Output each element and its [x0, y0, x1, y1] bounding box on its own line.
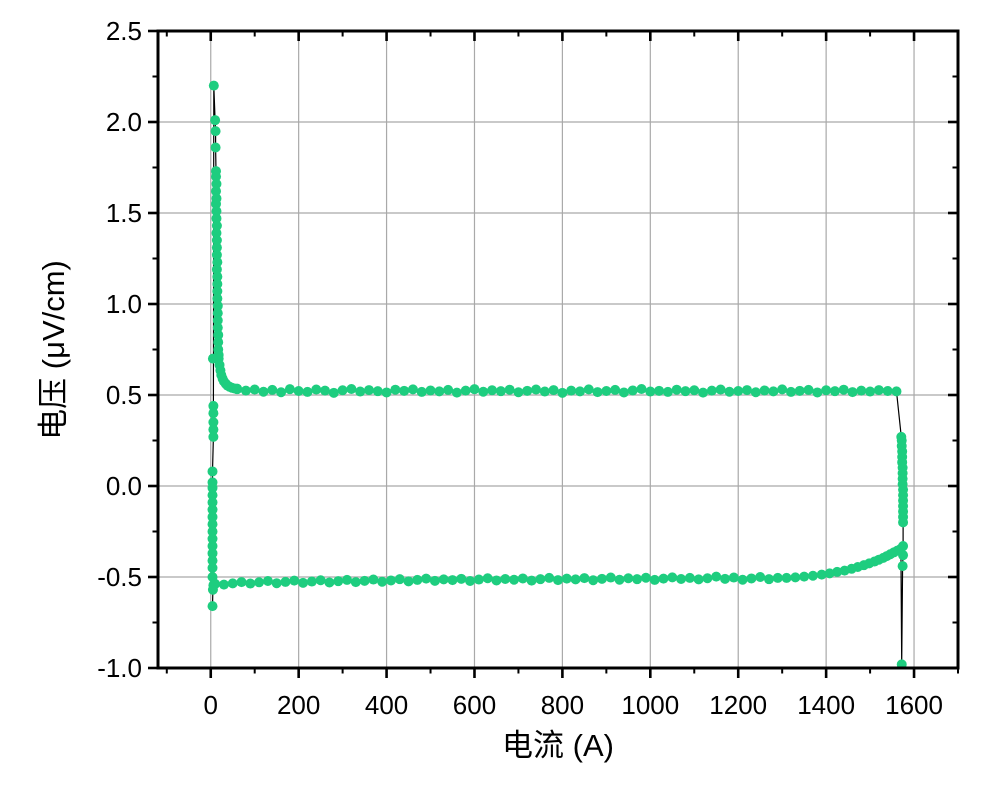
- x-tick-label: 400: [365, 690, 408, 720]
- tick-labels: 0 200 400 600 800 1000 1200 1400 1600 -1.0 -0.5 0.0…: [97, 16, 943, 720]
- y-tick-label: 2.0: [106, 107, 142, 137]
- y-tick-label: 1.5: [106, 198, 142, 228]
- x-axis-title: 电流 (A): [502, 728, 614, 763]
- y-tick-label: 1.0: [106, 289, 142, 319]
- x-tick-label: 1000: [621, 690, 679, 720]
- x-tick-label: 1400: [797, 690, 855, 720]
- y-tick-label: 0.5: [106, 380, 142, 410]
- x-tick-label: 1200: [709, 690, 767, 720]
- x-tick-label: 800: [541, 690, 584, 720]
- y-axis-title: 电压 (μV/cm): [36, 260, 71, 440]
- data-points: [207, 80, 909, 670]
- x-tick-label: 0: [204, 690, 218, 720]
- x-tick-label: 200: [277, 690, 320, 720]
- x-tick-label: 1600: [885, 690, 943, 720]
- y-tick-label: 2.5: [106, 16, 142, 46]
- x-tick-label: 600: [453, 690, 496, 720]
- y-tick-label: -1.0: [97, 653, 142, 683]
- axis-ticks: [148, 29, 959, 678]
- y-tick-label: -0.5: [97, 562, 142, 592]
- y-tick-label: 0.0: [106, 471, 142, 501]
